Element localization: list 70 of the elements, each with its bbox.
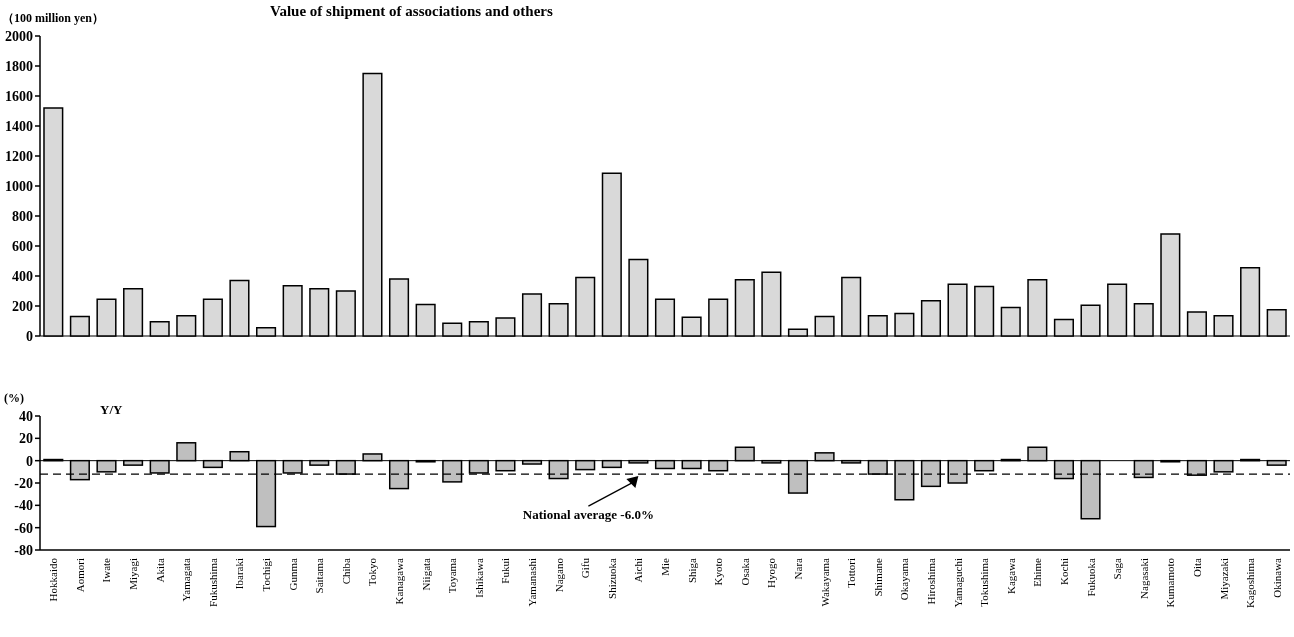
x-tick-label: Fukuoka (1084, 557, 1097, 597)
x-tick-label: Osaka (738, 557, 751, 586)
chart-title: Y/Y (100, 402, 123, 417)
x-tick-label: Okinawa (1270, 557, 1283, 598)
x-tick-label: Ibaraki (233, 558, 246, 590)
x-tick-label: Kagoshima (1244, 557, 1257, 609)
x-tick-label: Nagasaki (1137, 558, 1150, 599)
x-tick-label: Fukushima (206, 557, 219, 607)
y-tick-label: 400 (12, 268, 33, 284)
annotation: National average -6.0% (522, 507, 654, 523)
y-tick-label: 1400 (5, 118, 33, 134)
x-tick-label: Ehime (1031, 557, 1044, 587)
x-tick-label: Saga (1111, 557, 1124, 580)
x-tick-label: Wakayama (818, 557, 831, 607)
y-tick-label: 2000 (5, 28, 33, 44)
y-tick-label: 20 (19, 431, 33, 447)
y-axis-title: (%) (4, 391, 24, 405)
x-tick-label: Nagano (552, 557, 565, 593)
x-tick-label: Oita (1190, 557, 1203, 577)
x-tick-label: Kyoto (712, 557, 725, 586)
x-tick-label: Tokushima (978, 557, 991, 607)
x-tick-label: Ishikawa (472, 557, 485, 598)
x-tick-label: Kanagawa (393, 557, 406, 605)
y-tick-label: 1800 (5, 58, 33, 74)
y-tick-label: 800 (12, 208, 33, 224)
y-tick-label: -60 (14, 520, 33, 536)
y-tick-label: 1000 (5, 178, 33, 194)
x-tick-label: Kagawa (1004, 557, 1017, 595)
y-tick-label: 200 (12, 298, 33, 314)
x-tick-label: Tottori (845, 558, 858, 588)
x-tick-label: Yamaguchi (951, 558, 964, 608)
x-tick-label: Miyagi (127, 558, 140, 590)
x-tick-label: Tokyo (366, 557, 379, 586)
x-tick-label: Shiga (685, 557, 698, 584)
x-tick-label: Shizuoka (605, 557, 618, 599)
x-tick-label: Nara (791, 557, 804, 580)
x-tick-label: Tochigi (260, 558, 273, 592)
y-axis-title: （100 million yen） (2, 11, 105, 25)
x-tick-label: Shimane (871, 557, 884, 597)
x-tick-label: Kochi (1057, 558, 1070, 585)
y-tick-label: 40 (19, 408, 33, 424)
y-tick-label: -80 (14, 542, 33, 558)
x-tick-label: Hokkaido (47, 557, 60, 602)
y-tick-label: 1200 (5, 148, 33, 164)
x-tick-label: Chiba (339, 557, 352, 585)
y-tick-label: 0 (26, 328, 33, 344)
chart-title: Value of shipment of associations and others (270, 3, 553, 19)
x-tick-label: Toyama (446, 557, 459, 594)
x-tick-label: Aichi (632, 558, 645, 583)
y-tick-label: 0 (26, 453, 33, 469)
x-tick-label: Miyazaki (1217, 558, 1230, 600)
x-tick-label: Hiroshima (924, 557, 937, 605)
x-tick-label: Saitama (313, 557, 326, 594)
x-tick-label: Kumamoto (1164, 557, 1177, 608)
x-tick-label: Fukui (499, 558, 512, 584)
x-tick-label: Okayama (898, 557, 911, 601)
y-tick-label: 1600 (5, 88, 33, 104)
x-tick-label: Aomori (73, 558, 86, 593)
x-tick-label: Niigata (419, 557, 432, 591)
x-tick-label: Yamanashi (526, 558, 539, 607)
x-tick-label: Gunma (286, 557, 299, 591)
x-tick-label: Gifu (579, 557, 592, 579)
x-tick-label: Yamagata (180, 557, 193, 602)
y-tick-label: -20 (14, 475, 33, 491)
x-tick-label: Hyogo (765, 557, 778, 588)
y-tick-label: 600 (12, 238, 33, 254)
x-tick-label: Akita (153, 557, 166, 583)
x-tick-label: Mie (659, 557, 671, 576)
x-tick-label: Iwate (100, 557, 113, 583)
y-tick-label: -40 (14, 498, 33, 514)
